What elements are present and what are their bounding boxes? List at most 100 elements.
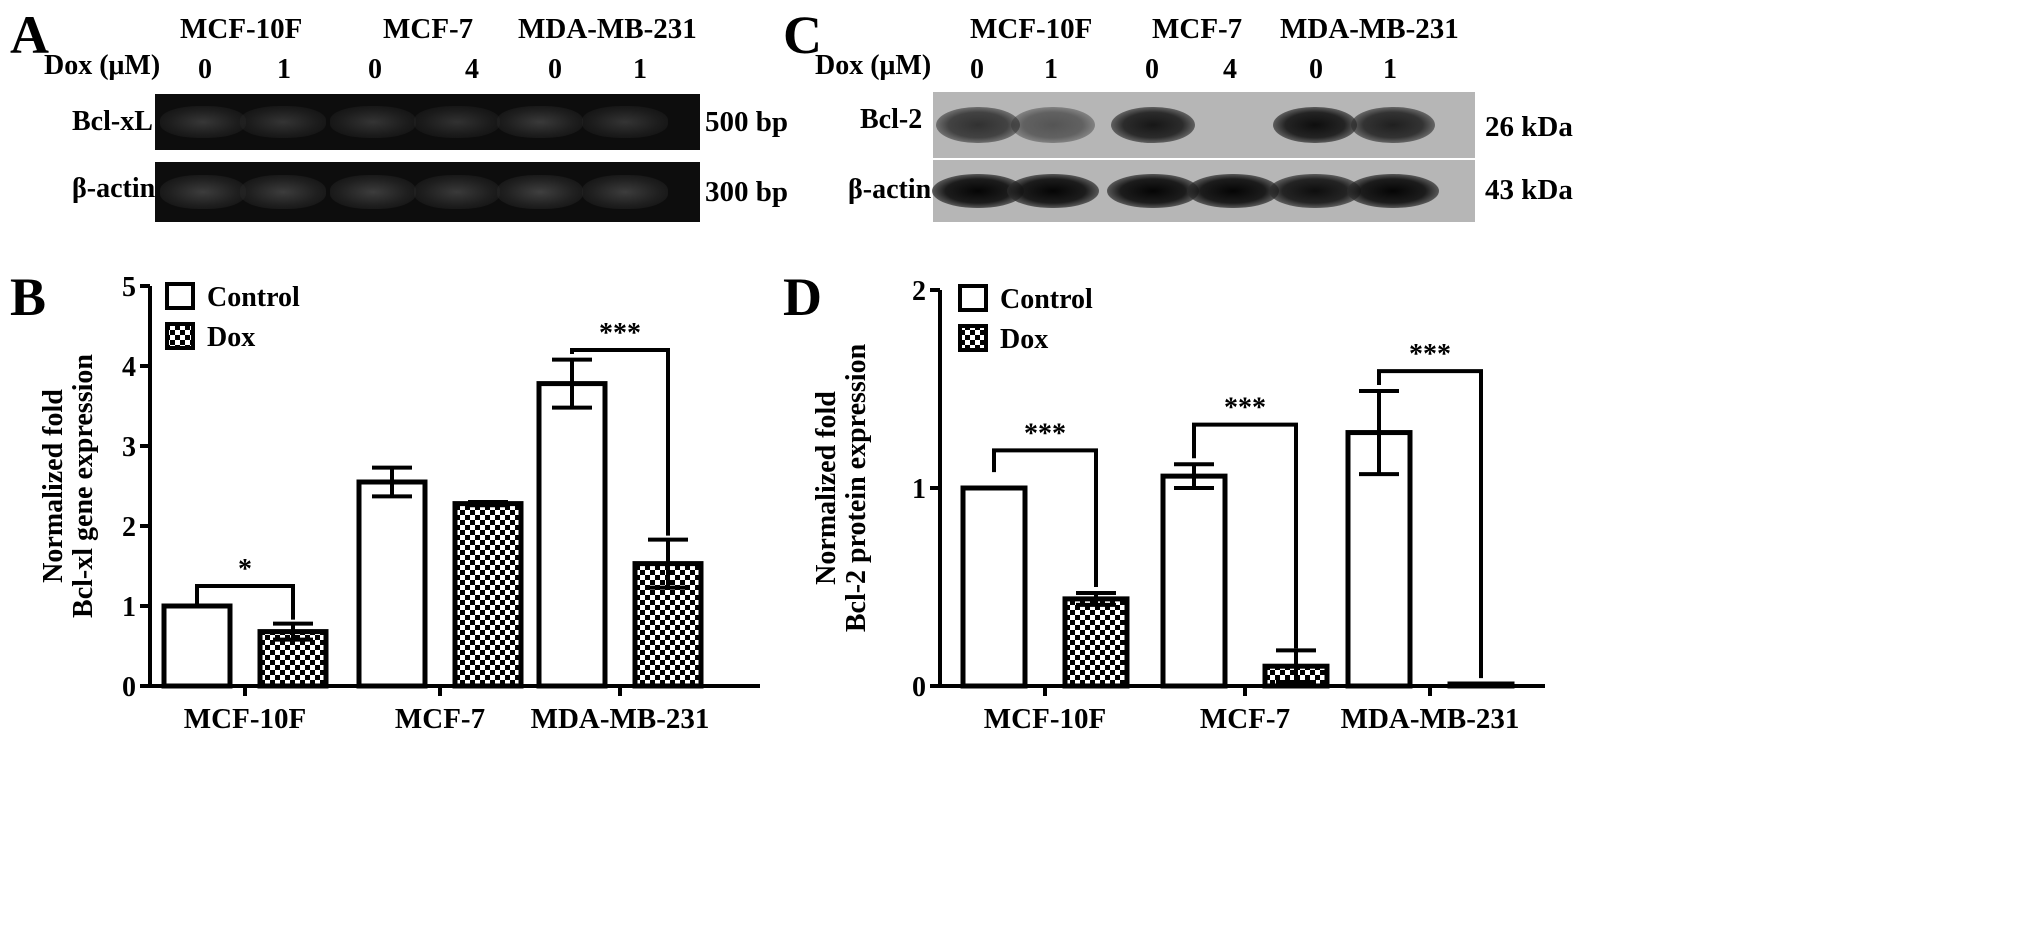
chart-b-bar-control-3 — [536, 381, 608, 689]
blot-band-6 — [1347, 173, 1439, 209]
chart-b-y-tick-label: 0 — [122, 672, 136, 703]
chart-d-significance-label: *** — [1224, 393, 1266, 424]
panel-c-row-label-bcl2: Bcl-2 — [860, 104, 923, 135]
chart-b-bar-control-2 — [356, 479, 428, 689]
chart-b-x-tick-label: MCF-7 — [395, 703, 485, 735]
gel-band-4 — [414, 106, 500, 138]
chart-d-bar-control-2 — [1160, 473, 1228, 689]
panel-c-dose-6: 1 — [1383, 54, 1397, 85]
blot-band-4 — [1187, 173, 1279, 209]
gel-band-5 — [497, 106, 583, 138]
panel-a-cell-line-1: MCF-10F — [180, 13, 303, 45]
gel-band-6 — [582, 106, 668, 138]
panel-a-letter: A — [10, 5, 49, 65]
panel-a-cell-line-3: MDA-MB-231 — [518, 13, 697, 45]
panel-a-dose-5: 0 — [548, 54, 562, 85]
blot-band-5 — [1269, 173, 1361, 209]
chart-d-significance-bracket — [1377, 369, 1483, 679]
chart-b-significance-label: * — [238, 554, 252, 585]
panel-a-size-actin: 300 bp — [705, 176, 789, 208]
panel-c-blot-actin — [932, 160, 1475, 222]
chart-b-significance-bracket — [195, 584, 295, 620]
chart-d-x-tick-label: MDA-MB-231 — [1341, 703, 1520, 735]
panel-a-row-label-bclxl: Bcl-xL — [72, 106, 153, 137]
chart-b-legend-swatch — [165, 322, 195, 350]
panel-c-letter: C — [783, 5, 822, 65]
panel-c-dose-4: 4 — [1223, 54, 1237, 85]
chart-d-y-tick-label: 1 — [912, 474, 926, 505]
blot-band-2 — [1007, 173, 1099, 209]
chart-b-significance-label: *** — [599, 318, 641, 349]
panel-a-dose-3: 0 — [368, 54, 382, 85]
panel-c-dox-label: Dox (μM) — [815, 50, 932, 81]
chart-b-legend-swatch — [165, 282, 195, 310]
gel-band-3 — [330, 106, 416, 138]
chart-b-x-tick-label: MDA-MB-231 — [531, 703, 710, 735]
chart-b-significance-bracket — [570, 348, 670, 536]
gel-band-1 — [160, 175, 246, 209]
blot-band-5 — [1273, 106, 1357, 144]
chart-b-y-tick-label: 4 — [122, 352, 136, 383]
panel-c-dose-1: 0 — [970, 54, 984, 85]
chart-d-significance-bracket — [1192, 422, 1298, 649]
chart-d-significance-label: *** — [1409, 339, 1451, 370]
chart-b-legend-label: Control — [207, 282, 300, 313]
chart-d-significance-bracket — [992, 448, 1098, 587]
chart-d-significance-label: *** — [1024, 418, 1066, 449]
gel-band-2 — [240, 175, 326, 209]
panel-c-dose-2: 1 — [1044, 54, 1058, 85]
panel-c-cell-line-3: MDA-MB-231 — [1280, 13, 1459, 45]
panel-c-blot-bcl2 — [933, 92, 1475, 158]
chart-d-y-axis-label: Bcl-2 protein expression — [841, 343, 872, 632]
gel-band-3 — [330, 175, 416, 209]
chart-b-y-tick-label: 5 — [122, 272, 136, 303]
chart-d-bar-control-1 — [960, 485, 1028, 689]
chart-d-y-axis-label: Normalized fold — [811, 391, 842, 585]
chart-b-legend-label: Dox — [207, 322, 255, 353]
panel-c-dose-5: 0 — [1309, 54, 1323, 85]
panel-c-dose-3: 0 — [1145, 54, 1159, 85]
chart-b-y-axis-label: Normalized fold — [38, 389, 69, 583]
chart-d-bar-dox-3 — [1447, 681, 1515, 689]
chart-b-bar-control-1 — [161, 603, 233, 689]
gel-band-2 — [240, 106, 326, 138]
panel-b-letter: B — [10, 267, 47, 327]
panel-c-size-actin: 43 kDa — [1485, 174, 1573, 206]
panel-a-dose-4: 4 — [465, 54, 479, 85]
chart-b-x-tick-label: MCF-10F — [184, 703, 306, 735]
panel-a-gel-bclxl — [155, 94, 700, 150]
panel-a-size-bclxl: 500 bp — [705, 106, 789, 138]
chart-d-legend-label: Control — [1000, 284, 1093, 315]
chart-b-y-tick-label: 1 — [122, 592, 136, 623]
panel-a-dose-2: 1 — [277, 54, 291, 85]
gel-band-5 — [497, 175, 583, 209]
blot-band-3 — [1111, 106, 1195, 144]
panel-c-row-label-actin: β-actin — [848, 174, 932, 205]
chart-b-y-tick-label: 2 — [122, 512, 136, 543]
panel-a-dox-label: Dox (μM) — [44, 50, 161, 81]
chart-d-x-tick-label: MCF-10F — [984, 703, 1106, 735]
gel-band-4 — [414, 175, 500, 209]
blot-band-3 — [1107, 173, 1199, 209]
blot-band-2 — [1011, 106, 1095, 144]
chart-d-legend-swatch — [958, 284, 988, 312]
gel-band-6 — [582, 175, 668, 209]
chart-d-legend-label: Dox — [1000, 324, 1048, 355]
chart-b-y-tick-label: 3 — [122, 432, 136, 463]
panel-c-cell-line-1: MCF-10F — [970, 13, 1093, 45]
panel-c-cell-line-2: MCF-7 — [1152, 13, 1243, 45]
panel-a-gel-actin — [155, 162, 700, 222]
blot-band-6 — [1351, 106, 1435, 144]
chart-d-y-tick-label: 0 — [912, 672, 926, 703]
chart-d-legend-swatch — [958, 324, 988, 352]
panel-d-letter: D — [783, 267, 822, 327]
chart-d-y-tick-label: 2 — [912, 276, 926, 307]
chart-d-x-tick-label: MCF-7 — [1200, 703, 1290, 735]
chart-d-bar-dox-1 — [1062, 596, 1130, 689]
panel-a-dose-6: 1 — [633, 54, 647, 85]
blot-band-1 — [936, 106, 1020, 144]
panel-a-dose-1: 0 — [198, 54, 212, 85]
panel-c-size-bcl2: 26 kDa — [1485, 111, 1573, 143]
